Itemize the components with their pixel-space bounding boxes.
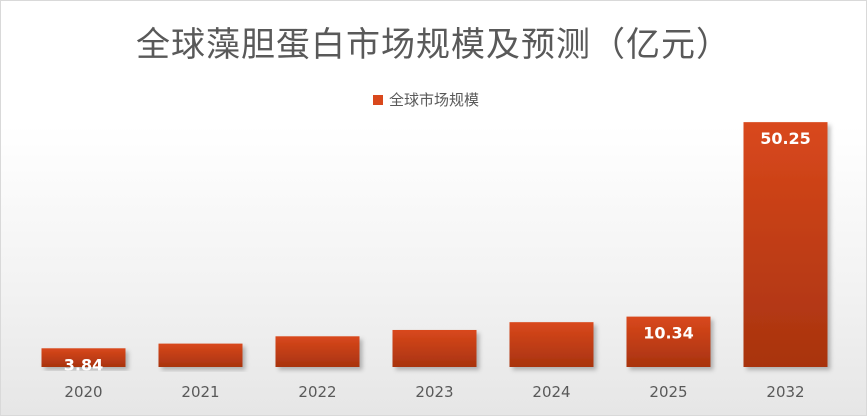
bar-2023: [392, 329, 477, 367]
bar-2021: [158, 343, 243, 367]
x-tick-label: 2032: [766, 383, 804, 401]
x-tick-label: 2025: [649, 383, 687, 401]
bar-2024: [509, 322, 594, 367]
x-tick-label: 2023: [415, 383, 453, 401]
bar-2020: [41, 348, 126, 367]
chart-title: 全球藻胆蛋白市场规模及预测（亿元）: [136, 25, 731, 65]
legend-label: 全球市场规模: [389, 91, 480, 109]
x-tick-label: 2020: [64, 383, 102, 401]
legend-swatch: [373, 94, 383, 105]
bar-2025: [626, 316, 711, 367]
legend: 全球市场规模: [373, 89, 479, 110]
data-label-2020: 3.84: [64, 355, 103, 374]
x-tick-label: 2022: [298, 383, 336, 401]
data-label-2032: 50.25: [760, 129, 811, 148]
data-label-2025: 10.34: [643, 324, 694, 343]
bar-2032: [743, 122, 828, 368]
bar-2022: [275, 336, 360, 367]
x-tick-label: 2021: [181, 383, 219, 401]
x-tick-label: 2024: [532, 383, 570, 401]
